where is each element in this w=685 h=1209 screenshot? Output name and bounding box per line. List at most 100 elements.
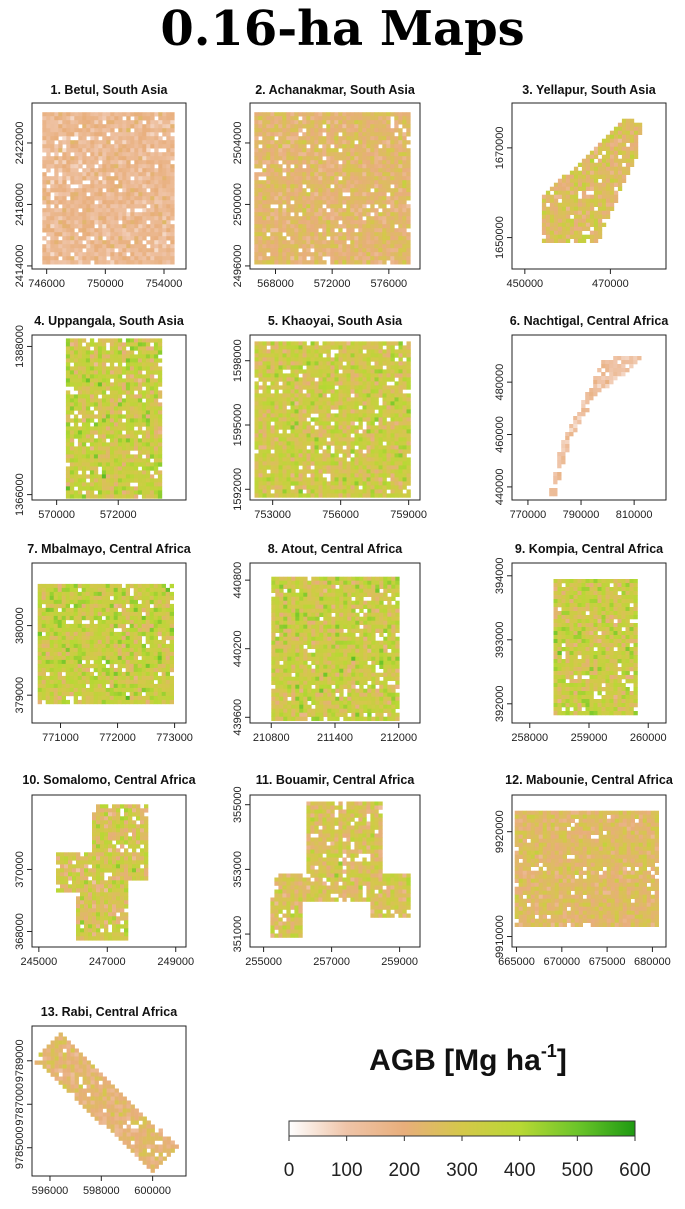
map-frame [31, 562, 187, 724]
y-tick-label: 1598000 [232, 339, 244, 382]
map-title: 7. Mbalmayo, Central Africa [27, 542, 192, 556]
x-tick-label: 600000 [134, 1185, 171, 1197]
map-panel-1: 1. Betul, South Asia 746000 750000 754000 24… [14, 83, 187, 290]
x-tick-label: 773000 [156, 732, 193, 744]
map-panel-5: 5. Khaoyai, South Asia 753000 756000 759000… [232, 314, 427, 521]
y-tick-label: 370000 [14, 851, 26, 888]
x-tick-label: 675000 [589, 956, 626, 968]
y-tick-label: 393000 [494, 621, 506, 658]
y-tick-label: 2422000 [14, 122, 26, 165]
x-tick-label: 249000 [157, 956, 194, 968]
map-title: 13. Rabi, Central Africa [41, 1005, 178, 1019]
x-tick-label: 598000 [83, 1185, 120, 1197]
map-title: 4. Uppangala, South Asia [34, 314, 185, 328]
x-tick-label: 810000 [616, 509, 653, 521]
agb-raster [37, 583, 174, 705]
legend-tick-label: 300 [446, 1160, 478, 1181]
map-frame [31, 794, 187, 948]
x-tick-label: 450000 [506, 278, 543, 290]
y-tick-label: 392000 [494, 685, 506, 722]
map-title: 11. Bouamir, Central Africa [256, 773, 416, 787]
map-panel-10: 10. Somalomo, Central Africa 245000 247000… [14, 773, 197, 968]
agb-raster [34, 1032, 179, 1173]
agb-raster [271, 576, 400, 721]
map-panel-12: 12. Mabounie, Central Africa 665000 670000… [494, 773, 674, 968]
y-tick-label: 1595000 [232, 404, 244, 447]
x-tick-label: 665000 [498, 956, 535, 968]
legend-tick-label: 600 [619, 1160, 651, 1181]
agb-raster [254, 341, 411, 498]
map-title: 9. Kompia, Central Africa [515, 542, 664, 556]
x-tick-label: 255000 [245, 956, 282, 968]
agb-raster [42, 112, 175, 265]
y-tick-label: 2414000 [14, 245, 26, 288]
map-title: 12. Mabounie, Central Africa [505, 773, 674, 787]
map-frame [249, 334, 421, 501]
y-tick-label: 1366000 [14, 473, 26, 516]
agb-raster [270, 801, 411, 938]
y-tick-label: 1388000 [14, 325, 26, 368]
y-tick-label: 2418000 [14, 183, 26, 226]
y-tick-label: 2496000 [232, 245, 244, 288]
x-tick-label: 247000 [89, 956, 126, 968]
x-tick-label: 596000 [32, 1185, 69, 1197]
x-tick-label: 576000 [370, 278, 407, 290]
y-tick-label: 9785000 [14, 1126, 26, 1169]
x-tick-label: 746000 [28, 278, 65, 290]
x-tick-label: 759000 [390, 509, 427, 521]
legend-colorbar [288, 1120, 636, 1137]
map-panel-2: 2. Achanakmar, South Asia 568000 572000 576… [232, 83, 421, 290]
map-frame [31, 102, 187, 270]
map-title: 2. Achanakmar, South Asia [255, 83, 416, 97]
map-title: 8. Atout, Central Africa [268, 542, 404, 556]
x-tick-label: 753000 [254, 509, 291, 521]
x-tick-label: 754000 [146, 278, 183, 290]
y-tick-label: 440200 [232, 630, 244, 667]
map-frame [249, 794, 421, 948]
x-tick-label: 670000 [543, 956, 580, 968]
agb-raster [553, 579, 638, 716]
agb-raster [541, 118, 643, 243]
x-tick-label: 756000 [322, 509, 359, 521]
y-tick-label: 394000 [494, 557, 506, 594]
map-panel-3: 3. Yellapur, South Asia 450000 470000 16500… [494, 83, 667, 290]
map-frame [31, 334, 187, 501]
legend-tick-label: 100 [331, 1160, 363, 1181]
map-frame [249, 102, 421, 270]
map-panel-9: 9. Kompia, Central Africa 258000 259000 260… [494, 542, 667, 744]
map-title: 1. Betul, South Asia [51, 83, 169, 97]
map-frame [511, 334, 667, 501]
y-tick-label: 9789000 [14, 1039, 26, 1082]
y-tick-label: 353000 [232, 851, 244, 888]
y-tick-label: 1592000 [232, 468, 244, 511]
agb-raster [65, 338, 163, 499]
legend: AGB [Mg ha-1] 0 100 200 300 400 500 600 [284, 1041, 651, 1181]
x-tick-label: 750000 [87, 278, 124, 290]
map-panel-4: 4. Uppangala, South Asia 570000 572000 1366… [14, 314, 187, 521]
x-tick-label: 790000 [563, 509, 600, 521]
x-tick-label: 260000 [630, 732, 667, 744]
x-tick-label: 258000 [511, 732, 548, 744]
map-panel-7: 7. Mbalmayo, Central Africa 771000 772000 7… [14, 542, 193, 744]
x-tick-label: 257000 [313, 956, 350, 968]
map-panel-6: 6. Nachtigal, Central Africa 770000 790000… [494, 314, 669, 521]
agb-raster [514, 810, 659, 927]
agb-raster [56, 804, 149, 941]
x-tick-label: 212000 [380, 732, 417, 744]
y-tick-label: 440000 [494, 469, 506, 506]
legend-tick-label: 400 [504, 1160, 536, 1181]
x-tick-label: 245000 [20, 956, 57, 968]
page-title: 0.16-ha Maps [160, 1, 525, 57]
x-tick-label: 210800 [253, 732, 290, 744]
map-panel-13: 13. Rabi, Central Africa 596000 598000 6000… [14, 1005, 187, 1197]
y-tick-label: 379000 [14, 677, 26, 714]
map-panel-11: 11. Bouamir, Central Africa 255000 257000 2… [232, 773, 421, 968]
map-frame [511, 794, 667, 948]
y-tick-label: 380000 [14, 607, 26, 644]
y-tick-label: 9787000 [14, 1083, 26, 1126]
map-panel-8: 8. Atout, Central Africa 210800 211400 2120… [232, 542, 421, 744]
x-tick-label: 568000 [257, 278, 294, 290]
y-tick-label: 460000 [494, 416, 506, 453]
x-tick-label: 771000 [42, 732, 79, 744]
legend-tick-label: 0 [284, 1160, 295, 1181]
